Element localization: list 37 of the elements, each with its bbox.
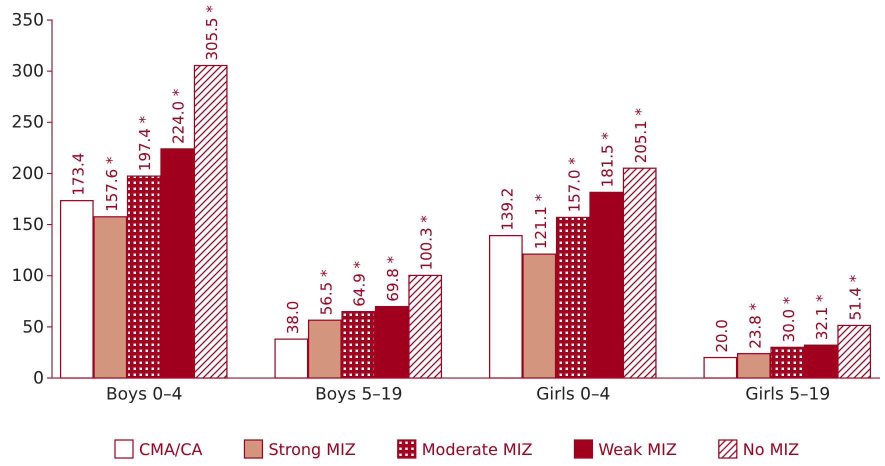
data-label: 205.1 * — [632, 108, 650, 164]
data-label: 20.0 — [712, 319, 731, 353]
data-label: 173.4 — [69, 152, 88, 196]
data-label: 38.0 — [284, 300, 302, 334]
y-tick-label: 350 — [12, 10, 44, 30]
data-label: 30.0 * — [780, 296, 798, 342]
x-tick-label: Boys 0–4 — [106, 384, 183, 405]
data-label: 51.4 * — [846, 274, 865, 320]
legend-label: CMA/CA — [139, 440, 202, 459]
y-tick-label: 0 — [33, 368, 44, 388]
data-label: 139.2 — [498, 188, 516, 231]
data-label: 197.4 * — [136, 115, 154, 172]
data-label: 305.5 * — [203, 4, 222, 61]
data-label: 23.8 * — [746, 302, 764, 349]
data-label: 121.1 * — [532, 193, 550, 250]
data-label: 64.9 * — [350, 260, 369, 307]
data-label: 157.6 * — [102, 156, 121, 212]
y-tick-label: 150 — [12, 215, 44, 236]
y-tick-label: 100 — [12, 266, 44, 286]
y-tick-label: 50 — [22, 317, 44, 338]
x-tick-label: Girls 5–19 — [745, 384, 830, 405]
data-label: 32.1 * — [813, 294, 832, 340]
x-tick-label: Boys 5–19 — [315, 384, 402, 405]
legend-label: No MIZ — [742, 440, 800, 459]
data-label: 181.5 * — [598, 132, 617, 188]
y-tick-label: 200 — [12, 164, 44, 184]
legend-label: Strong MIZ — [268, 440, 356, 459]
data-label: 56.5 * — [317, 269, 336, 316]
data-label: 157.0 * — [565, 156, 584, 212]
data-label: 69.8 * — [384, 255, 402, 302]
legend-label: Moderate MIZ — [422, 440, 532, 459]
y-tick-label: 250 — [12, 112, 44, 133]
x-tick-label: Girls 0–4 — [536, 384, 610, 405]
legend-label: Weak MIZ — [598, 440, 677, 459]
y-tick-label: 300 — [12, 62, 44, 82]
data-label: 224.0 * — [170, 88, 188, 144]
data-label: 100.3 * — [418, 214, 436, 270]
